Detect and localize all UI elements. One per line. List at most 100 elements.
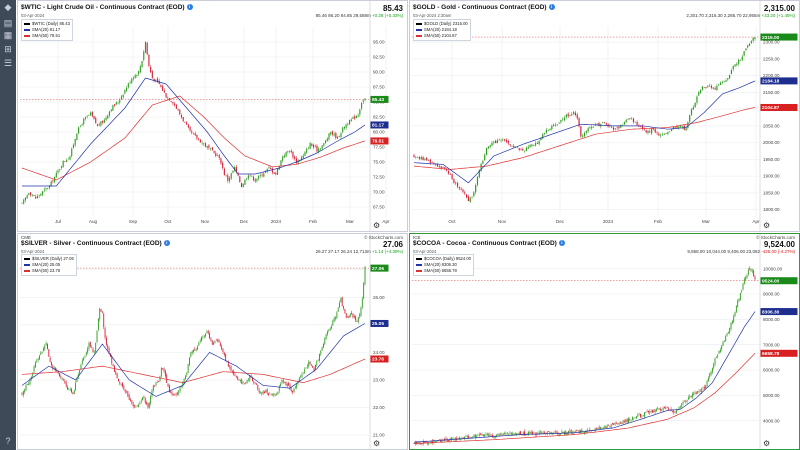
- candle: [81, 123, 83, 127]
- candle: [215, 150, 217, 158]
- grid-icon[interactable]: ⊞: [4, 44, 12, 54]
- x-tick-label-6: 2024: [271, 219, 282, 224]
- settings-gear-icon[interactable]: ⚙: [373, 221, 381, 230]
- candle: [729, 327, 731, 335]
- candle: [182, 380, 184, 389]
- candle: [475, 183, 477, 195]
- candle: [276, 392, 278, 396]
- candle: [81, 358, 83, 366]
- candle: [504, 431, 506, 435]
- legend-swatch: [24, 23, 30, 25]
- candle: [238, 379, 240, 381]
- candle: [179, 109, 181, 116]
- candle: [107, 114, 109, 120]
- candle: [324, 336, 326, 346]
- candle: [318, 146, 320, 154]
- settings-gear-icon[interactable]: ⚙: [763, 439, 771, 448]
- info-icon[interactable]: i: [548, 4, 555, 11]
- candle: [261, 392, 263, 396]
- candle: [426, 441, 428, 446]
- info-icon[interactable]: i: [186, 4, 193, 11]
- candle: [140, 399, 142, 404]
- candle: [54, 176, 56, 184]
- candle: [730, 68, 733, 75]
- chart-canvas: 1800.00 1850.00 1900.00 1950.00 2000.00 2050.…: [412, 1, 798, 231]
- candle: [102, 120, 104, 125]
- candle: [458, 186, 460, 191]
- sma20-value-tag: 25.05: [370, 319, 389, 327]
- settings-gear-icon[interactable]: ⚙: [373, 439, 381, 448]
- candle: [364, 98, 366, 102]
- chart-title: $GOLD - Gold - Continuous Contract (EOD)…: [413, 4, 555, 11]
- candle: [747, 44, 749, 49]
- candle: [162, 368, 164, 370]
- candle: [577, 429, 579, 432]
- candle: [556, 430, 557, 433]
- candle: [97, 317, 99, 332]
- candle: [163, 367, 165, 374]
- candle: [538, 430, 540, 436]
- candle: [507, 139, 509, 146]
- candle: [136, 74, 138, 78]
- candle: [669, 131, 671, 133]
- y-tick-label-0: 1800.00: [763, 207, 780, 212]
- candle: [170, 100, 172, 103]
- candle: [447, 169, 450, 175]
- chart-title: $SILVER - Silver - Continuous Contract (…: [21, 240, 170, 247]
- candle: [259, 172, 261, 178]
- candle: [282, 155, 284, 163]
- candle: [614, 421, 616, 426]
- candle: [139, 64, 141, 74]
- candle: [53, 365, 55, 371]
- sma20-line: [22, 77, 366, 187]
- legend-text: SMA(20) 25.05: [32, 262, 61, 267]
- chart-panel-cocoa[interactable]: 4000.00 5000.00 6000.00 7000.00 8000.00 9000.…: [409, 233, 800, 450]
- candle: [190, 351, 192, 358]
- candle: [718, 83, 720, 86]
- y-tick-label-10: 2300.00: [763, 40, 780, 45]
- candle: [172, 101, 174, 106]
- help-icon[interactable]: ?: [5, 436, 11, 446]
- chart-panel-gold[interactable]: 1800.00 1850.00 1900.00 1950.00 2000.00 2050.…: [409, 0, 800, 232]
- candle: [683, 400, 685, 402]
- candle: [249, 174, 251, 177]
- candle: [118, 378, 119, 382]
- candle: [245, 382, 247, 385]
- candle: [549, 431, 551, 436]
- candle: [119, 98, 121, 105]
- candle: [79, 124, 81, 128]
- candle: [335, 316, 336, 321]
- candle: [167, 383, 169, 388]
- candle: [254, 382, 256, 385]
- candle: [239, 379, 241, 383]
- candle: [186, 372, 188, 378]
- toolbar-icon[interactable]: ▦: [3, 30, 13, 40]
- logo-icon[interactable]: ◆: [4, 2, 12, 12]
- info-icon[interactable]: i: [558, 240, 565, 247]
- candle: [436, 440, 438, 442]
- candle: [230, 172, 232, 181]
- exchange-label: CME: [21, 235, 31, 240]
- candle: [592, 126, 595, 128]
- candle: [302, 372, 304, 374]
- chart-panel-wtic[interactable]: 67.5070.0072.5075.0077.5080.0082.5085.00…: [17, 0, 408, 232]
- chart-icon[interactable]: ▤: [3, 18, 13, 28]
- candle: [241, 378, 243, 385]
- candle: [203, 335, 205, 339]
- candle: [473, 190, 475, 198]
- legend-text: $WTIC (Daily) 85.43: [32, 21, 70, 26]
- candle: [482, 434, 484, 437]
- candle: [269, 391, 271, 395]
- list-icon[interactable]: ☰: [3, 58, 13, 68]
- candle: [112, 363, 114, 367]
- candle: [554, 122, 557, 127]
- candle: [689, 394, 691, 399]
- settings-gear-icon[interactable]: ⚙: [763, 221, 771, 230]
- candle: [497, 433, 499, 436]
- svg-text:27.06: 27.06: [372, 266, 384, 272]
- info-icon[interactable]: i: [163, 240, 170, 247]
- candle: [344, 308, 346, 314]
- chart-panel-silver[interactable]: 21.0022.0023.0024.0025.0026.0027.0023.76…: [17, 233, 408, 450]
- candle: [71, 387, 73, 394]
- legend-entry-1: SMA(20) 81.17: [24, 27, 70, 33]
